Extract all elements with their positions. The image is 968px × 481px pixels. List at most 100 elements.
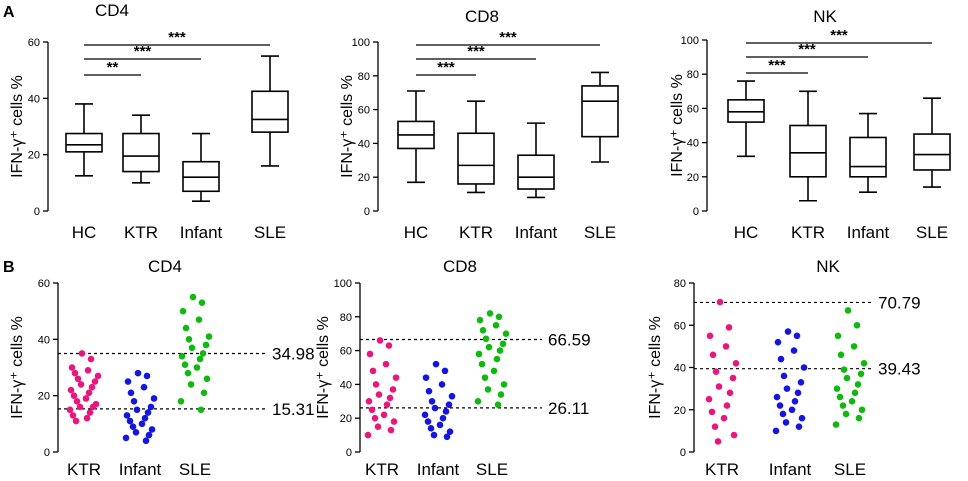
data-point — [832, 421, 840, 428]
data-point — [71, 369, 79, 377]
y-tick-label: 60 — [674, 320, 686, 332]
data-point — [147, 403, 155, 411]
data-point — [706, 332, 714, 340]
data-point — [365, 398, 373, 405]
data-point — [91, 378, 99, 385]
box-infant — [517, 122, 555, 199]
x-category-label: KTR — [365, 460, 399, 479]
significance-label: ** — [107, 59, 119, 76]
data-point — [382, 360, 390, 368]
series-sle — [177, 293, 213, 414]
threshold-label: 70.79 — [878, 293, 921, 312]
box-iqr — [457, 132, 495, 185]
x-category-label: SLE — [179, 460, 211, 479]
box-iqr — [913, 133, 951, 171]
data-point — [132, 428, 140, 436]
x-category-label: HC — [734, 223, 759, 242]
data-point — [179, 307, 187, 315]
data-point — [77, 381, 85, 388]
data-point — [148, 426, 156, 433]
panel-label-a: A — [3, 4, 15, 21]
data-point — [376, 337, 384, 344]
x-category-label: SLE — [584, 223, 616, 242]
data-point — [446, 428, 454, 436]
data-point — [202, 341, 210, 349]
y-tick-label: 20 — [674, 405, 686, 417]
x-category-label: KTR — [67, 460, 101, 479]
x-category-label: SLE — [476, 460, 508, 479]
box-iqr — [789, 124, 827, 178]
data-point — [834, 332, 842, 340]
data-point — [709, 351, 717, 359]
threshold-label: 26.11 — [548, 399, 589, 418]
data-point — [368, 406, 376, 414]
data-point — [783, 385, 791, 392]
data-point — [708, 408, 716, 416]
y-tick-label: 20 — [38, 391, 50, 403]
y-tick-label: 20 — [340, 413, 352, 425]
y-tick-label: 40 — [340, 379, 352, 391]
data-point — [853, 321, 861, 329]
data-point — [793, 332, 801, 340]
data-point — [798, 414, 806, 422]
data-point — [448, 392, 456, 400]
data-point — [855, 414, 863, 422]
series-infant — [421, 360, 456, 441]
data-point — [436, 421, 444, 429]
data-point — [779, 410, 787, 418]
x-category-label: Infant — [119, 460, 162, 479]
data-point — [479, 327, 487, 334]
data-point — [145, 431, 153, 439]
data-point — [854, 381, 862, 388]
data-point — [375, 391, 383, 398]
data-point — [386, 394, 394, 402]
data-point — [124, 378, 132, 385]
data-point — [840, 366, 848, 373]
data-point — [374, 423, 382, 430]
data-point — [199, 350, 207, 357]
data-point — [138, 420, 146, 428]
data-point — [432, 360, 440, 368]
data-point — [784, 328, 792, 335]
x-category-label: SLE — [254, 223, 286, 242]
data-point — [366, 350, 374, 358]
chart-b-cd4: CD4 0 20 40 60 IFN-γ⁺ cells % KTR Infant SLE 34.9… — [9, 257, 315, 479]
data-point — [431, 404, 439, 412]
data-point — [364, 431, 372, 439]
y-axis-label: IFN-γ⁺ cells % — [669, 74, 686, 177]
chart-b-cd8: CD8 0 20 40 60 80 100 IFN-γ⁺ cells % KTR Infant SL… — [315, 257, 591, 479]
data-point — [178, 352, 186, 360]
data-point — [857, 370, 865, 378]
data-point — [86, 409, 94, 416]
y-tick-label: 60 — [687, 103, 699, 115]
data-point — [129, 423, 137, 430]
y-tick-label: 40 — [358, 138, 370, 150]
y-tick-label: 40 — [28, 93, 40, 105]
data-point — [421, 411, 429, 419]
chart-title: CD4 — [148, 257, 182, 276]
chart-title: CD4 — [95, 1, 129, 20]
data-point — [428, 398, 436, 405]
data-point — [711, 423, 719, 430]
data-point — [773, 393, 781, 401]
data-point — [712, 368, 720, 376]
data-point — [794, 389, 802, 397]
data-point — [123, 412, 131, 419]
data-point — [422, 374, 430, 381]
data-point — [389, 386, 397, 393]
y-tick-label: 20 — [358, 172, 370, 184]
data-point — [150, 395, 158, 402]
y-tick-label: 60 — [38, 278, 50, 290]
x-category-label: Infant — [417, 460, 460, 479]
data-point — [714, 438, 722, 445]
box-iqr — [65, 132, 103, 153]
data-point — [499, 340, 507, 348]
y-axis-label: IFN-γ⁺ cells % — [339, 75, 356, 178]
box-iqr — [122, 132, 160, 173]
box-infant — [849, 112, 887, 193]
data-point — [722, 343, 730, 350]
data-point — [66, 406, 74, 414]
data-point — [83, 414, 91, 422]
data-point — [777, 355, 785, 363]
data-point — [791, 398, 799, 405]
